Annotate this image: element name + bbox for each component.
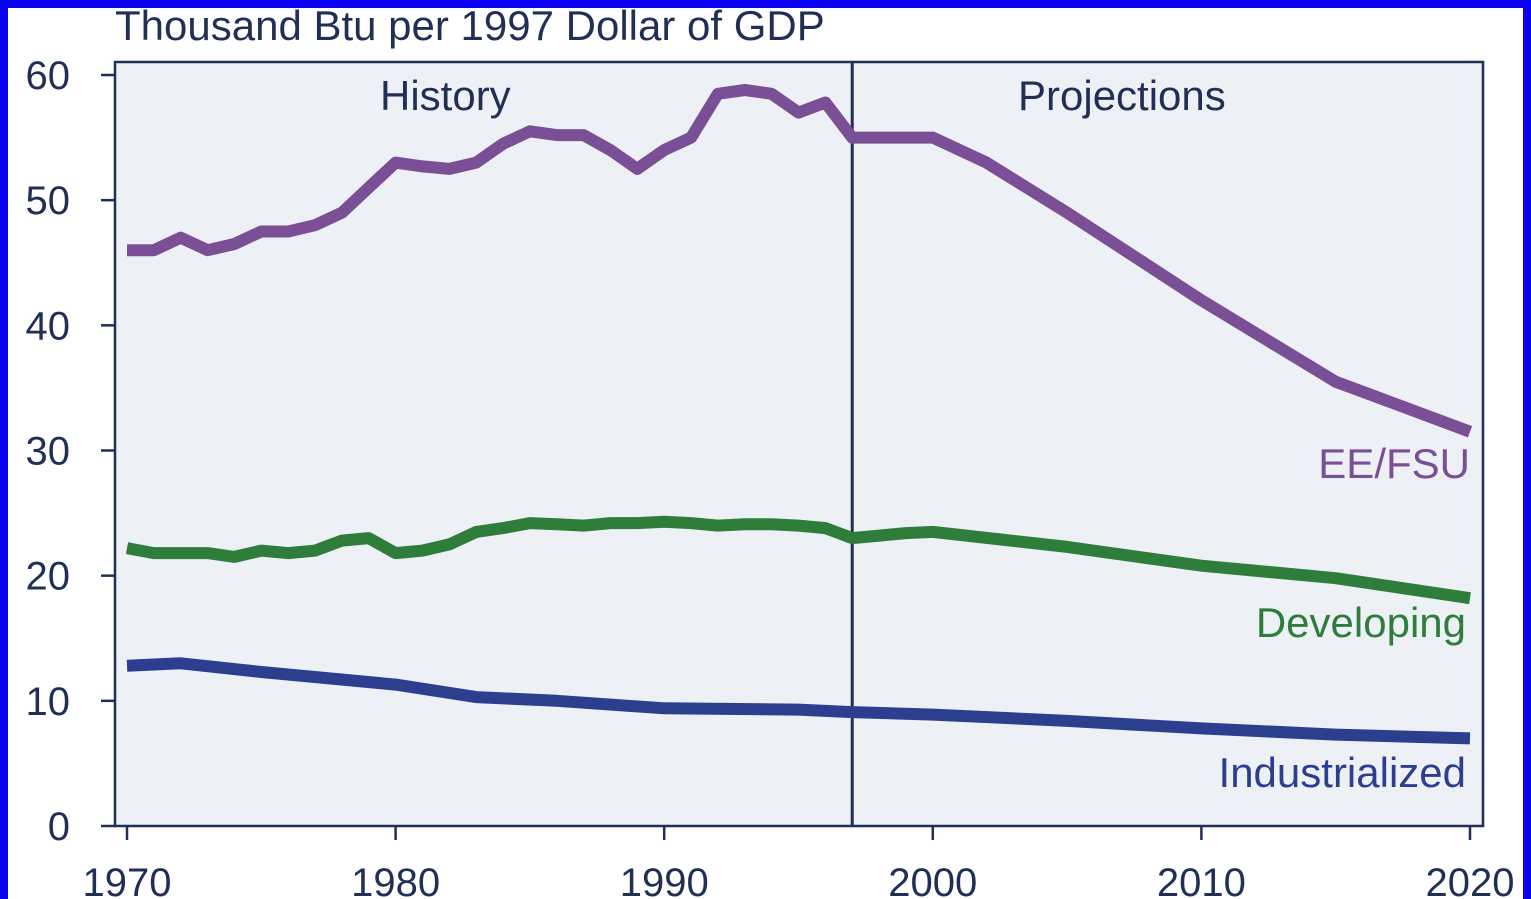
series-labels: EE/FSU Developing Industrialized <box>1219 440 1470 796</box>
y-tick-label: 10 <box>26 680 71 724</box>
y-tick-label: 50 <box>26 179 71 223</box>
y-tick-label: 20 <box>26 555 71 599</box>
plot-area <box>113 60 1485 828</box>
chart-title: Thousand Btu per 1997 Dollar of GDP <box>115 2 825 49</box>
series-label-developing: Developing <box>1256 599 1466 646</box>
series-label-industrialized: Industrialized <box>1219 749 1466 796</box>
series-line-industrialized <box>126 657 1471 745</box>
y-tick-label: 40 <box>26 304 71 348</box>
series-lines <box>125 84 1473 745</box>
x-tick-label: 1980 <box>351 861 440 899</box>
series-line-ee-fsu <box>127 84 1473 438</box>
projections-label: Projections <box>1018 72 1226 119</box>
series-line-developing <box>125 515 1471 605</box>
history-label: History <box>380 72 511 119</box>
x-tick-label: 2020 <box>1426 861 1515 899</box>
y-tick-label: 0 <box>48 805 70 849</box>
x-tick-label: 2010 <box>1157 861 1246 899</box>
series-label-ee-fsu: EE/FSU <box>1318 440 1470 487</box>
axes: 0 10 20 30 40 50 60 1970 1980 1990 2000 2010 2020 <box>26 54 1515 899</box>
x-tick-label: 1970 <box>83 861 172 899</box>
y-tick-label: 30 <box>26 430 71 474</box>
y-tick-label: 60 <box>26 54 71 98</box>
x-tick-label: 1990 <box>620 861 709 899</box>
x-tick-label: 2000 <box>888 861 977 899</box>
